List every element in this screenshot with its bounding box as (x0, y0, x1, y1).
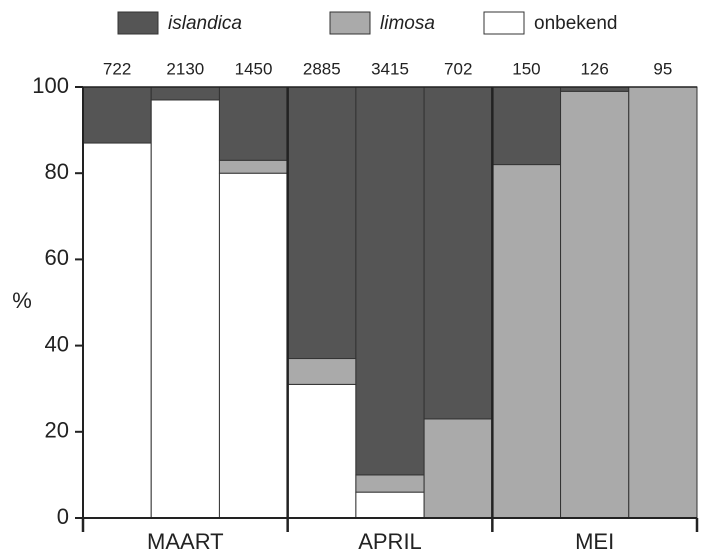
legend-swatch (329, 11, 371, 35)
sample-size: 150 (512, 59, 540, 78)
sample-size: 2130 (166, 59, 204, 78)
bar-segment (355, 474, 425, 493)
y-tick-label: 80 (45, 159, 69, 184)
bar-segment (287, 383, 357, 519)
sample-size: 95 (653, 59, 672, 78)
bar-segment (218, 172, 289, 519)
bar-segment (355, 86, 425, 476)
sample-size: 126 (580, 59, 608, 78)
legend-swatch (483, 11, 525, 35)
bar-segment (560, 90, 630, 519)
bar-segment (628, 86, 698, 519)
group-label: MAART (147, 529, 224, 554)
bar-segment (287, 358, 357, 385)
bar-segment (150, 86, 220, 101)
legend-label: islandica (168, 13, 242, 34)
bar-segment (423, 418, 493, 519)
bar-segment (423, 86, 493, 420)
y-tick-label: 60 (45, 245, 69, 270)
bar-segment (491, 86, 562, 166)
y-axis-label: % (12, 288, 32, 313)
bar-segment (491, 164, 562, 519)
sample-size: 722 (103, 59, 131, 78)
bar-segment (355, 491, 425, 519)
legend-swatch (117, 11, 159, 35)
legend-label: limosa (380, 13, 435, 34)
legend-label: onbekend (534, 13, 617, 34)
bar-segment (82, 86, 152, 144)
sample-size: 702 (444, 59, 472, 78)
bar-segment (218, 159, 289, 174)
y-tick-label: 100 (32, 73, 69, 98)
bar-segment (150, 99, 220, 519)
bar-segment (287, 86, 357, 360)
sample-size: 3415 (371, 59, 409, 78)
sample-size: 1450 (235, 59, 273, 78)
y-tick-label: 20 (45, 418, 69, 443)
sample-size: 2885 (303, 59, 341, 78)
bar-segment (218, 86, 289, 161)
group-label: APRIL (358, 529, 422, 554)
bar-segment (82, 142, 152, 519)
y-tick-label: 40 (45, 331, 69, 356)
y-tick-label: 0 (57, 504, 69, 529)
group-label: MEI (575, 529, 614, 554)
